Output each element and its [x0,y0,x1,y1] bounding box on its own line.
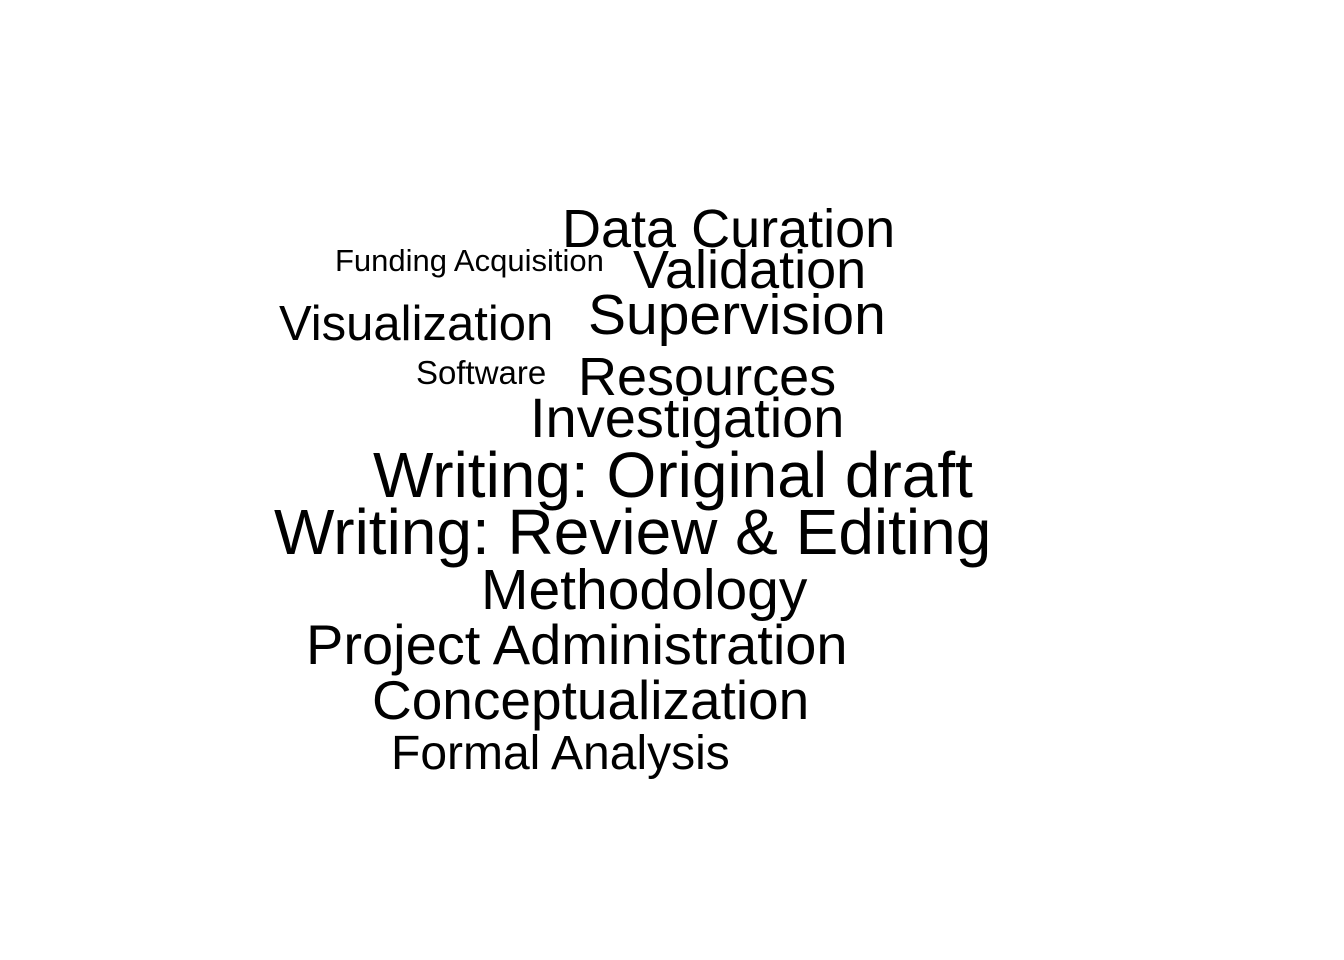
word-investigation: Investigation [530,386,845,449]
word-validation: Validation [633,240,867,300]
word-formal-analysis: Formal Analysis [391,727,730,780]
word-resources: Resources [578,347,837,407]
word-writing-original-draft: Writing: Original draft [373,439,973,511]
word-software: Software [416,354,547,391]
word-writing-review-editing: Writing: Review & Editing [274,496,992,568]
word-funding-acquisition: Funding Acquisition [335,243,604,278]
word-conceptualization: Conceptualization [372,669,810,731]
word-project-administration: Project Administration [306,613,848,676]
word-data-curation: Data Curation [562,199,896,259]
word-supervision: Supervision [588,283,886,347]
word-visualization: Visualization [279,297,554,351]
word-methodology: Methodology [481,558,808,622]
